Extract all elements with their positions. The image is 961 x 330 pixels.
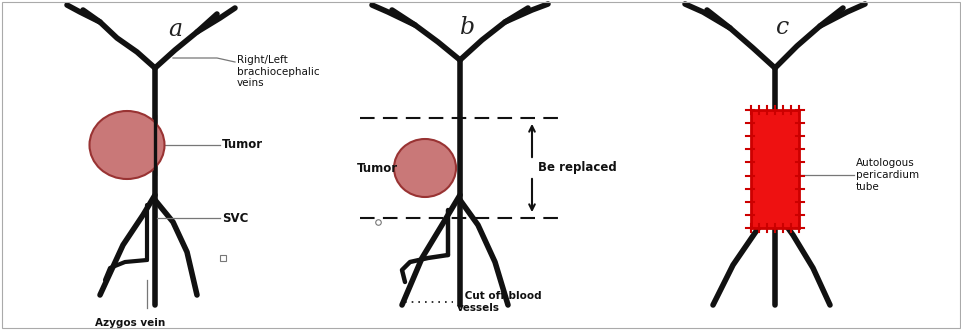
Text: Autologous
pericardium
tube: Autologous pericardium tube <box>855 158 918 192</box>
Text: Be replaced: Be replaced <box>537 161 616 175</box>
Text: Tumor: Tumor <box>357 161 398 175</box>
Ellipse shape <box>89 111 164 179</box>
Text: a: a <box>168 18 182 41</box>
Text: : Cut off blood
vessels: : Cut off blood vessels <box>456 291 541 313</box>
Ellipse shape <box>394 139 456 197</box>
Text: c: c <box>776 16 789 39</box>
Text: Tumor: Tumor <box>222 139 263 151</box>
Text: b: b <box>460 16 475 39</box>
Text: Right/Left
brachiocephalic
veins: Right/Left brachiocephalic veins <box>236 55 319 88</box>
Text: SVC: SVC <box>222 212 248 224</box>
Bar <box>751 110 799 228</box>
Text: Azygos vein: Azygos vein <box>95 318 165 328</box>
